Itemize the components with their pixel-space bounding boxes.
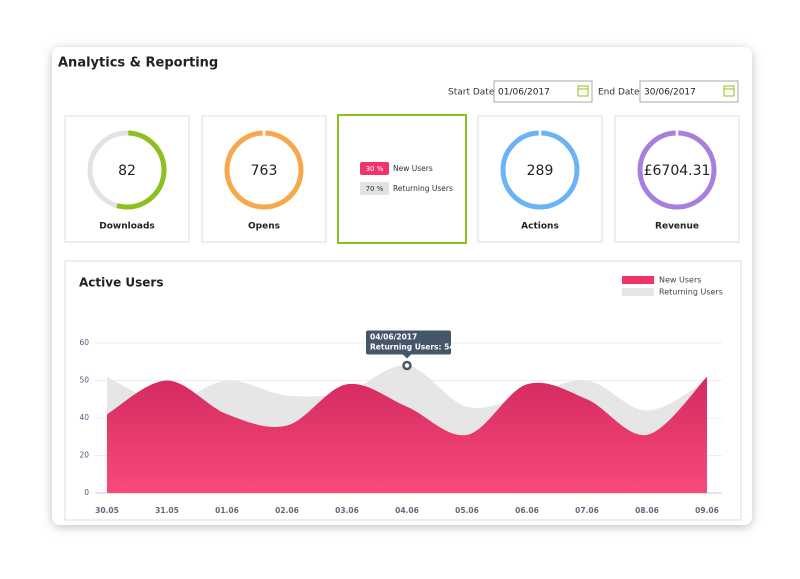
percent-value: 70 % (366, 185, 384, 193)
stat-card (614, 115, 740, 243)
x-tick-label: 03.06 (335, 506, 359, 515)
tooltip-pointer (403, 354, 411, 359)
tooltip-value: Returning Users: 54 (370, 343, 455, 352)
y-tick-label: 40 (79, 413, 89, 422)
end-value: 30/06/2017 (644, 88, 696, 98)
end-input[interactable] (639, 80, 739, 103)
tooltip-date: 04/06/2017 (370, 333, 417, 342)
stat-value: £6704.31 (644, 163, 711, 179)
x-tick-label: 08.06 (635, 506, 659, 515)
x-tick-label: 02.06 (275, 506, 299, 515)
ring-progress (87, 130, 167, 210)
stat-card (477, 115, 603, 243)
start-value: 01/06/2017 (498, 88, 550, 98)
ring-progress (224, 130, 304, 210)
y-tick-label: 20 (79, 451, 89, 460)
percent-badge (360, 162, 389, 175)
x-tick-label: 06.06 (515, 506, 539, 515)
y-tick-label: 50 (79, 376, 89, 385)
calendar-icon[interactable] (723, 85, 735, 97)
stat-label: Opens (248, 222, 280, 232)
calendar-icon[interactable] (577, 85, 589, 97)
stat-label: Actions (521, 222, 559, 232)
percent-label: Returning Users (393, 184, 453, 193)
start-input[interactable] (493, 80, 593, 103)
percent-value: 30 % (366, 165, 384, 173)
end-label: End Date (598, 88, 640, 98)
x-tick-label: 31.05 (155, 506, 179, 515)
stat-label: Revenue (655, 222, 699, 232)
x-tick-label: 07.06 (575, 506, 599, 515)
x-tick-label: 30.05 (95, 506, 119, 515)
stat-card (201, 115, 327, 243)
page-title: Analytics & Reporting (58, 56, 218, 71)
stat-card (64, 115, 190, 243)
x-tick-label: 04.06 (395, 506, 419, 515)
stat-value: 763 (251, 163, 278, 179)
area (107, 376, 707, 493)
legend-label: New Users (659, 276, 701, 285)
x-tick-label: 09.06 (695, 506, 719, 515)
tooltip-box (366, 330, 451, 355)
percent-badge (360, 182, 389, 195)
legend-label: Returning Users (659, 288, 723, 297)
stat-value: 289 (527, 163, 554, 179)
percent-label: New Users (393, 164, 433, 173)
stat-label: Downloads (99, 222, 155, 232)
chart-title: Active Users (79, 276, 163, 290)
y-tick-label: 60 (79, 338, 89, 347)
point-marker (402, 360, 412, 371)
legend-swatch (622, 288, 654, 296)
x-tick-label: 05.06 (455, 506, 479, 515)
y-tick-label: 0 (84, 488, 89, 497)
legend-swatch (622, 276, 654, 284)
start-label: Start Date (448, 88, 495, 98)
split-card (337, 114, 467, 244)
stat-value: 82 (118, 163, 136, 179)
x-tick-label: 01.06 (215, 506, 239, 515)
